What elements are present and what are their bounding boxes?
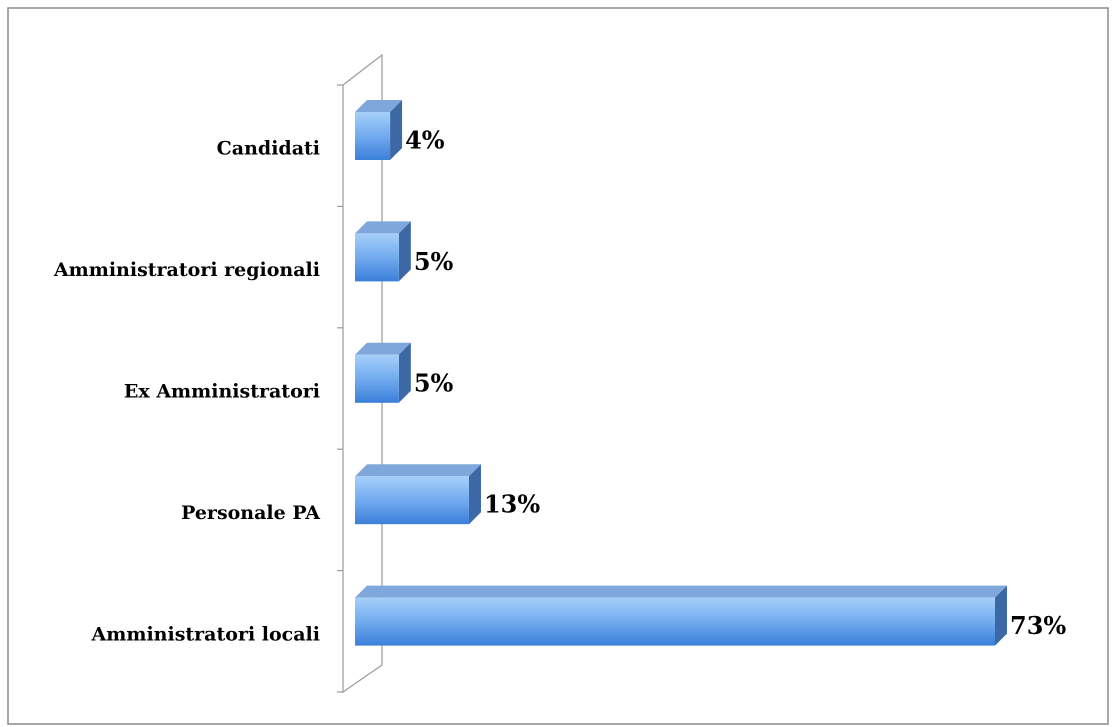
value-label: 4% <box>405 126 445 155</box>
bar-top <box>355 585 1007 598</box>
category-label: Candidati <box>217 138 320 160</box>
category-label: Amministratori regionali <box>53 259 320 281</box>
value-label: 13% <box>484 490 540 519</box>
bar-side <box>390 100 403 160</box>
bar <box>355 476 469 525</box>
bar <box>355 354 399 403</box>
bar-side <box>398 221 411 282</box>
bar-top <box>355 342 411 355</box>
bar-side <box>468 464 481 525</box>
bar-side <box>995 585 1007 646</box>
bar-top <box>355 100 403 112</box>
bar <box>355 597 995 646</box>
bar-top <box>355 221 411 234</box>
bar-side <box>398 342 411 403</box>
value-label: 5% <box>414 368 454 397</box>
category-label: Personale PA <box>181 502 320 524</box>
chart-border <box>7 7 1109 725</box>
bar-top <box>355 464 481 477</box>
value-label: 73% <box>1010 611 1066 640</box>
bar <box>355 233 399 282</box>
bar <box>355 112 391 160</box>
value-label: 5% <box>414 247 454 276</box>
category-label: Amministratori locali <box>91 623 321 645</box>
category-label: Ex Amministratori <box>124 381 320 403</box>
